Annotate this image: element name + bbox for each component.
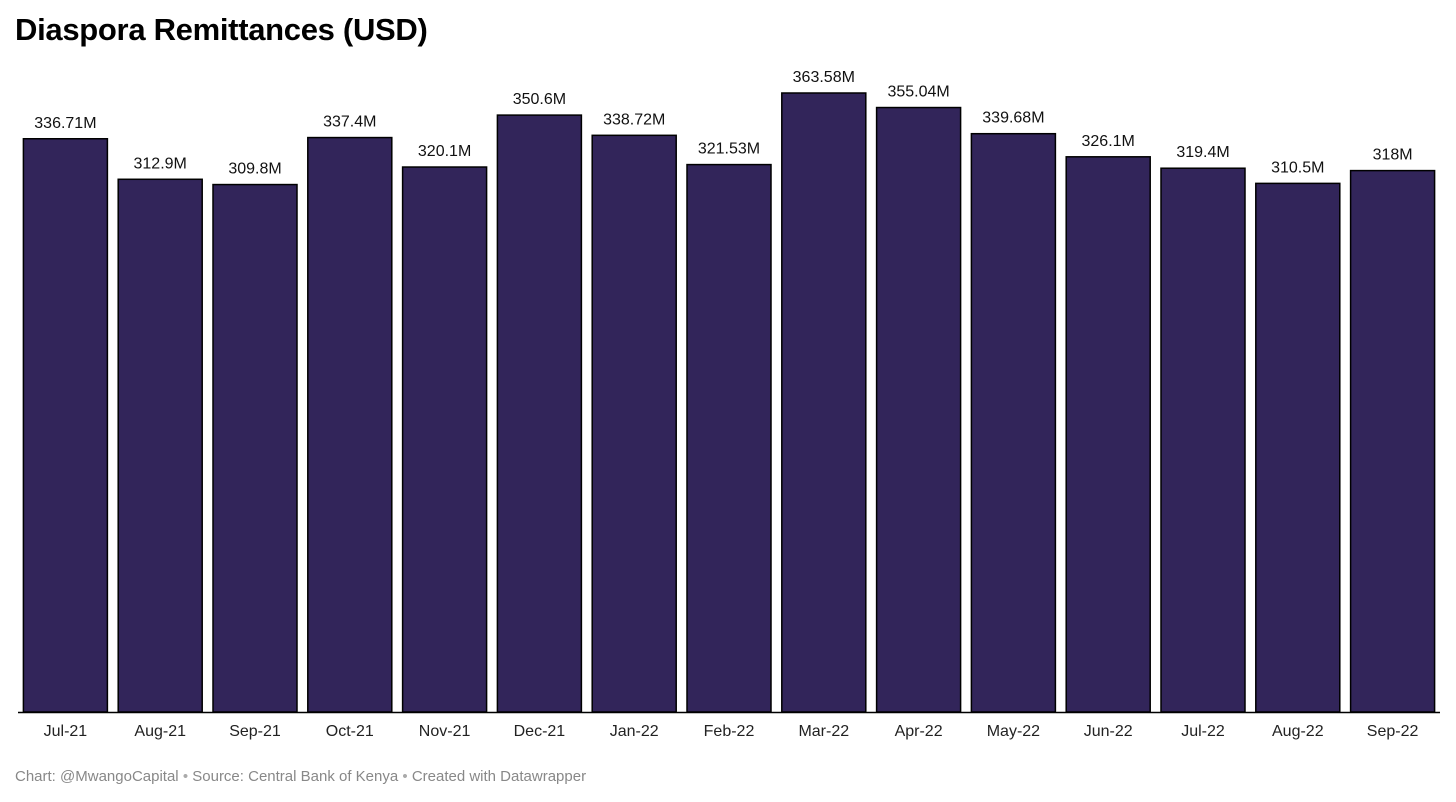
x-tick-label: Nov-21 [419,723,471,740]
value-labels-layer: 336.71M 312.9M 309.8M 337.4M 320.1M 350.6M 338… [34,69,1412,178]
x-tick-label: Jul-21 [44,723,88,740]
bar-sep-22 [1349,169,1436,713]
bar-apr-22 [875,106,962,713]
x-tick-label: May-22 [987,723,1040,740]
x-tick-label: Dec-21 [514,723,566,740]
bar-value-label: 321.53M [698,141,760,158]
bar-dec-21 [496,114,583,713]
x-tick-label: Mar-22 [798,723,849,740]
created-with: Created with Datawrapper [411,768,587,785]
bar-mar-22 [781,92,867,713]
bar-value-label: 363.58M [793,69,855,86]
chart-footer: Chart: @MwangoCapital • Source: Central … [15,768,586,785]
bar-value-label: 336.71M [34,115,96,132]
x-tick-labels-layer: Jul-21 Aug-21 Sep-21 Oct-21 Nov-21 Dec-21 Jan-… [44,723,1419,740]
bar-jul-22 [1160,167,1246,713]
bar-oct-21 [307,136,393,713]
chart-title: Diaspora Remittances (USD) [15,12,428,47]
bar-value-label: 338.72M [603,111,665,128]
footer-separator: • [182,768,189,785]
bar-value-label: 337.4M [323,114,376,131]
chart-credit: Chart: @MwangoCapital [15,768,179,785]
x-tick-label: Sep-21 [229,723,281,740]
bar-jan-22 [591,134,677,713]
bar-value-label: 326.1M [1082,133,1135,150]
bar-value-label: 319.4M [1176,144,1229,161]
x-tick-label: Sep-22 [1367,723,1419,740]
footer-separator: • [402,768,408,785]
bar-value-label: 339.68M [982,110,1044,127]
bars-layer [22,92,1436,713]
bar-jul-21 [22,138,109,713]
bar-feb-22 [686,163,772,713]
x-tick-label: Aug-21 [134,723,186,740]
x-tick-label: Jul-22 [1181,723,1225,740]
bar-sep-21 [212,183,298,713]
bar-aug-22 [1255,182,1341,713]
x-tick-label: Jun-22 [1084,723,1133,740]
chart-source: Source: Central Bank of Kenya [192,768,399,785]
x-tick-label: Apr-22 [895,723,943,740]
x-tick-label: Oct-21 [326,723,374,740]
x-tick-label: Feb-22 [704,723,755,740]
bar-value-label: 309.8M [228,161,281,178]
x-tick-label: Jan-22 [610,723,659,740]
bar-value-label: 310.5M [1271,159,1324,176]
bar-nov-21 [401,166,488,713]
bar-value-label: 318M [1373,147,1413,164]
bar-value-label: 350.6M [513,91,566,108]
x-tick-label: Aug-22 [1272,723,1324,740]
bar-jun-22 [1065,156,1151,713]
bar-value-label: 312.9M [134,155,187,172]
bar-value-label: 355.04M [887,84,949,101]
bar-aug-21 [117,178,203,713]
bar-value-label: 320.1M [418,143,471,160]
bar-may-22 [970,132,1057,713]
